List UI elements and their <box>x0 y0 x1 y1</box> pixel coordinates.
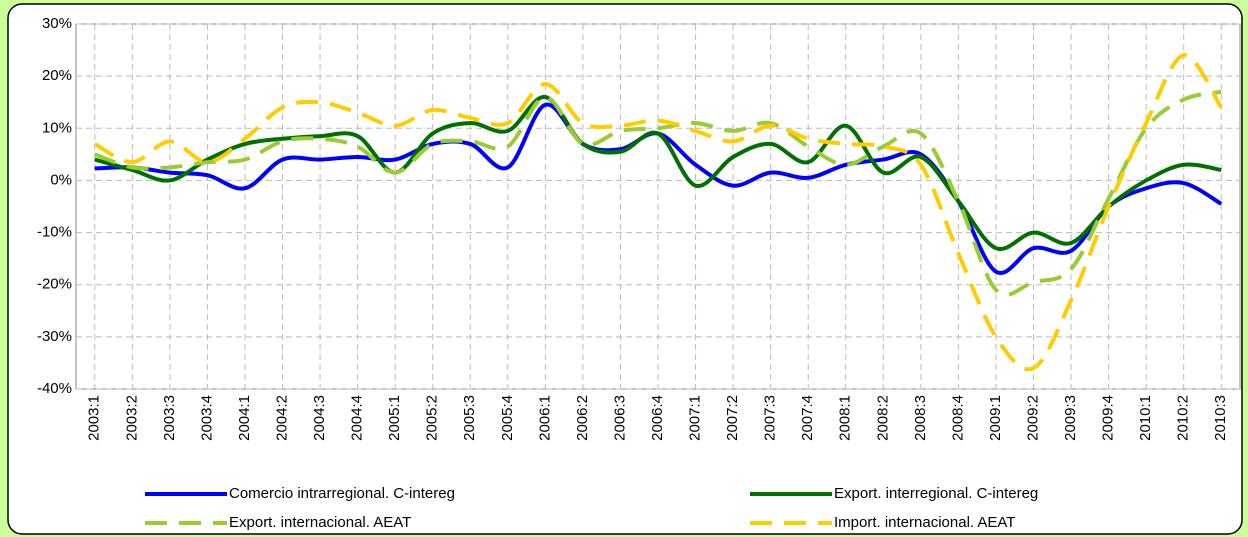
x-tick-label: 2007:2 <box>724 395 741 441</box>
legend-label: Import. internacional. AEAT <box>834 514 1015 531</box>
y-tick-label: -10% <box>37 224 72 241</box>
x-tick-label: 2007:3 <box>762 395 779 441</box>
series-line <box>94 95 1222 252</box>
x-tick-label: 2004:1 <box>236 395 253 441</box>
x-tick-label: 2007:1 <box>687 395 704 441</box>
x-tick-label: 2003:3 <box>161 395 178 441</box>
y-tick-label: 10% <box>42 119 72 136</box>
x-tick-label: 2009:4 <box>1100 395 1117 441</box>
x-tick-label: 2006:1 <box>536 395 553 441</box>
x-tick-label: 2010:3 <box>1212 395 1229 441</box>
x-tick-label: 2009:3 <box>1062 395 1079 441</box>
legend-label: Export. internacional. AEAT <box>229 514 411 531</box>
x-tick-label: 2006:4 <box>649 395 666 441</box>
legend-label: Comercio intrarregional. C-intereg <box>229 485 455 502</box>
x-tick-label: 2003:1 <box>86 395 103 441</box>
y-tick-label: -20% <box>37 276 72 293</box>
y-tick-label: 30% <box>42 15 72 32</box>
x-tick-label: 2010:1 <box>1137 395 1154 441</box>
x-tick-label: 2005:1 <box>386 395 403 441</box>
x-tick-label: 2006:2 <box>574 395 591 441</box>
x-tick-label: 2008:4 <box>949 395 966 441</box>
x-tick-label: 2006:3 <box>611 395 628 441</box>
x-tick-label: 2005:4 <box>499 395 516 441</box>
x-tick-label: 2008:3 <box>912 395 929 441</box>
legend-label: Export. interregional. C-intereg <box>834 485 1038 502</box>
y-tick-label: 20% <box>42 67 72 84</box>
x-tick-label: 2004:3 <box>311 395 328 441</box>
x-tick-label: 2005:3 <box>461 395 478 441</box>
x-tick-label: 2009:2 <box>1024 395 1041 441</box>
y-tick-label: -40% <box>37 380 72 397</box>
x-tick-label: 2004:4 <box>349 395 366 441</box>
x-tick-label: 2005:2 <box>424 395 441 441</box>
x-tick-label: 2003:2 <box>123 395 140 441</box>
x-tick-label: 2004:2 <box>273 395 290 441</box>
series-line <box>93 53 1223 372</box>
x-tick-label: 2007:4 <box>799 395 816 441</box>
x-tick-label: 2008:1 <box>837 395 854 441</box>
x-tick-label: 2008:2 <box>874 395 891 441</box>
x-tick-label: 2003:4 <box>198 395 215 441</box>
x-tick-label: 2009:1 <box>987 395 1004 441</box>
y-tick-label: -30% <box>37 328 72 345</box>
y-tick-label: 0% <box>50 171 72 188</box>
series-line <box>94 89 1222 297</box>
x-tick-label: 2010:2 <box>1175 395 1192 441</box>
